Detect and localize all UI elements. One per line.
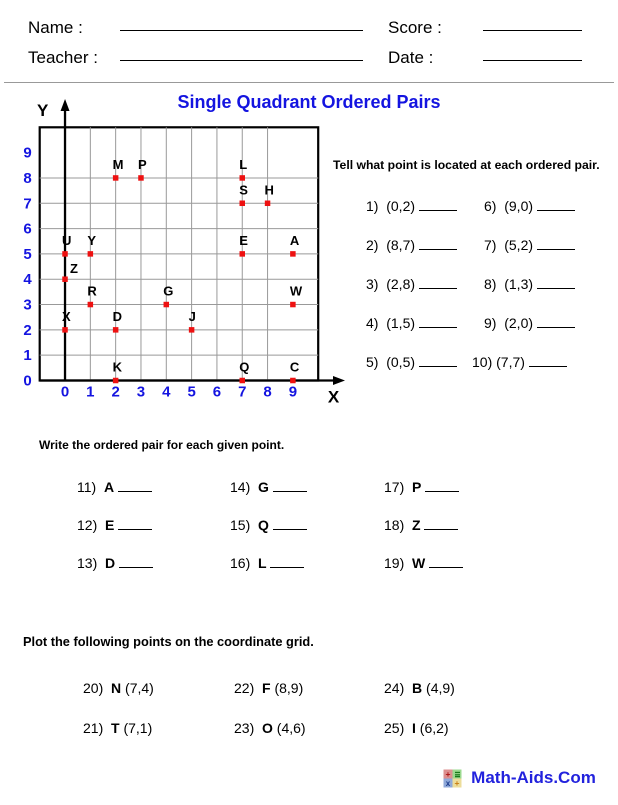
svg-text:1: 1 xyxy=(86,384,94,401)
svg-text:5: 5 xyxy=(23,246,31,263)
svg-text:4: 4 xyxy=(162,384,171,401)
svg-text:U: U xyxy=(62,233,71,248)
svg-text:3: 3 xyxy=(137,384,145,401)
svg-text:E: E xyxy=(239,233,248,248)
svg-text:8: 8 xyxy=(23,170,31,187)
svg-text:W: W xyxy=(290,284,303,299)
svg-text:D: D xyxy=(113,309,122,324)
svg-text:Z: Z xyxy=(70,261,78,276)
svg-text:2: 2 xyxy=(23,322,31,339)
svg-text:0: 0 xyxy=(61,384,69,401)
svg-text:+: + xyxy=(446,769,451,779)
svg-text:9: 9 xyxy=(23,145,31,162)
svg-text:A: A xyxy=(290,233,300,248)
svg-text:S: S xyxy=(239,182,248,197)
svg-text:7: 7 xyxy=(238,384,246,401)
svg-text:6: 6 xyxy=(23,221,31,238)
svg-text:1: 1 xyxy=(23,347,31,364)
svg-text:7: 7 xyxy=(23,195,31,212)
svg-text:R: R xyxy=(87,284,97,299)
svg-text:x: x xyxy=(446,779,451,788)
svg-text:X: X xyxy=(328,388,340,407)
svg-text:2: 2 xyxy=(111,384,119,401)
svg-text:6: 6 xyxy=(213,384,221,401)
svg-text:G: G xyxy=(163,284,173,299)
svg-text:5: 5 xyxy=(187,384,195,401)
svg-text:M: M xyxy=(113,157,124,172)
svg-text:3: 3 xyxy=(23,297,31,314)
svg-text:+: + xyxy=(455,778,460,788)
svg-text:Y: Y xyxy=(87,233,96,248)
svg-text:K: K xyxy=(113,360,123,375)
svg-text:Y: Y xyxy=(37,101,49,120)
svg-text:9: 9 xyxy=(289,384,297,401)
svg-text:H: H xyxy=(265,182,274,197)
svg-text:4: 4 xyxy=(23,271,32,288)
svg-text:Q: Q xyxy=(239,360,249,375)
svg-text:L: L xyxy=(239,157,247,172)
svg-text:0: 0 xyxy=(23,373,31,390)
svg-text:C: C xyxy=(290,360,300,375)
svg-text:P: P xyxy=(138,157,147,172)
svg-text:J: J xyxy=(189,309,196,324)
svg-text:8: 8 xyxy=(263,384,271,401)
svg-text:X: X xyxy=(62,309,71,324)
